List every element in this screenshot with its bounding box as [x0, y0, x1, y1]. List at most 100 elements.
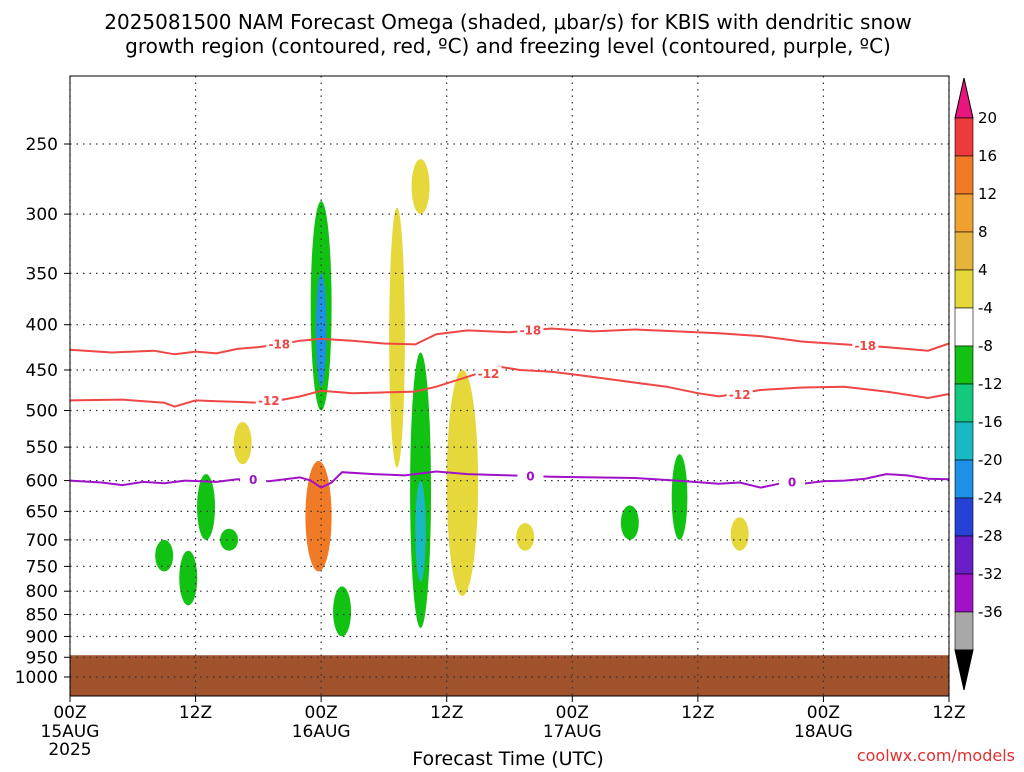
contour-label: -18 — [268, 337, 290, 351]
colorbar-arrow-top — [954, 77, 974, 119]
omega-patch-8 — [620, 505, 639, 540]
colorbar-box — [954, 383, 974, 423]
contour-label: -12 — [729, 388, 751, 402]
colorbar-label: -4 — [978, 299, 993, 317]
x-tick-label: 12Z — [430, 703, 463, 723]
colorbar-label: 8 — [978, 223, 988, 241]
colorbar-label: -32 — [978, 565, 1003, 583]
contour-label: 0 — [249, 473, 257, 487]
omega-patch-5 — [333, 586, 352, 637]
y-tick-label: 1000 — [15, 668, 58, 688]
y-tick-label: 300 — [26, 205, 58, 225]
omega-patch-4 — [155, 539, 174, 572]
contour-label: -12 — [258, 394, 280, 408]
contour-label: -18 — [520, 323, 542, 337]
colorbar-label: 4 — [978, 261, 988, 279]
ground-fill — [70, 655, 949, 696]
y-tick-label: 550 — [26, 438, 58, 458]
contour-label: 0 — [526, 470, 534, 484]
x-tick-label: 00Z — [556, 703, 589, 723]
colorbar-label: -8 — [978, 337, 993, 355]
y-tick-label: 250 — [26, 135, 58, 155]
y-tick-label: 950 — [26, 648, 58, 668]
x-tick-date: 15AUG — [41, 722, 100, 742]
contour-label: -18 — [854, 339, 876, 353]
colorbar-label: 12 — [978, 185, 997, 203]
y-tick-label: 500 — [26, 402, 58, 422]
omega-shade-2 — [305, 460, 332, 572]
colorbar-label: -12 — [978, 375, 1003, 393]
colorbar-label: -28 — [978, 527, 1003, 545]
colorbar-box — [954, 611, 974, 651]
contour-label-bg — [852, 338, 879, 353]
y-tick-label: 650 — [26, 502, 58, 522]
contour-label-bg — [517, 322, 544, 337]
watermark: coolwx.com/models — [857, 746, 1015, 765]
contour-label-bg — [517, 468, 544, 483]
contour-label-bg — [726, 386, 753, 401]
colorbar-box — [954, 155, 974, 195]
omega-shade-6 — [389, 207, 405, 468]
y-tick-label: 450 — [26, 361, 58, 381]
y-tick-label: 800 — [26, 582, 58, 602]
x-tick-date: 18AUG — [794, 722, 853, 742]
contour-label-bg — [779, 474, 806, 489]
x-tick-label: 12Z — [179, 703, 212, 723]
x-tick-label: 00Z — [305, 703, 338, 723]
plot-frame — [69, 75, 950, 697]
colorbar-label: -20 — [978, 451, 1003, 469]
colorbar-box — [954, 345, 974, 385]
y-tick-label: 350 — [26, 264, 58, 284]
omega-shade-4 — [415, 480, 426, 582]
omega-patch-3 — [179, 550, 198, 606]
contour-label: -12 — [478, 367, 500, 381]
omega-shading — [155, 159, 749, 637]
x-tick-date: 17AUG — [543, 722, 602, 742]
omega-shade-5 — [446, 369, 479, 596]
colorbar-box — [954, 459, 974, 499]
x-tick-label: 12Z — [932, 703, 965, 723]
colorbar-label: -24 — [978, 489, 1003, 507]
omega-patch-6 — [411, 159, 430, 215]
omega-patch-9 — [730, 517, 749, 551]
x-axis-label: Forecast Time (UTC) — [412, 748, 603, 768]
colorbar-box — [954, 497, 974, 537]
contour-label-bg — [240, 471, 267, 486]
contour-label-bg — [266, 336, 293, 351]
y-tick-label: 400 — [26, 316, 58, 336]
omega-patch-1 — [197, 474, 216, 540]
omega-patch-2 — [220, 528, 239, 551]
chart-title-line2: growth region (contoured, red, ºC) and f… — [125, 34, 891, 58]
y-tick-label: 850 — [26, 606, 58, 626]
omega-patch-7 — [516, 523, 535, 551]
y-tick-label: 900 — [26, 627, 58, 647]
omega-patch-0 — [233, 421, 252, 465]
colorbar-label: 16 — [978, 147, 997, 165]
colorbar-label: 20 — [978, 109, 997, 127]
y-tick-label: 700 — [26, 531, 58, 551]
x-tick-label: 00Z — [807, 703, 840, 723]
contour-lines: -18 -18 -18 -12 -12 -12 0 0 0 — [69, 322, 950, 490]
chart-title-line1: 2025081500 NAM Forecast Omega (shaded, μ… — [104, 10, 912, 34]
colorbar-arrow-bottom — [954, 649, 974, 691]
contour-line--18 — [69, 327, 950, 356]
colorbar-box — [954, 307, 974, 347]
x-tick-year: 2025 — [48, 740, 91, 760]
x-tick-label: 00Z — [53, 703, 86, 723]
y-tick-label: 750 — [26, 557, 58, 577]
ground-layer — [70, 655, 949, 696]
colorbar-box — [954, 573, 974, 613]
contour-label: 0 — [788, 476, 796, 490]
colorbar: 20 16 12 8 4 -4 -8 -12 -16 -20 -24 -28 -32 -36 — [954, 77, 1003, 691]
colorbar-box — [954, 269, 974, 309]
colorbar-box — [954, 421, 974, 461]
contour-label-bg — [255, 393, 282, 408]
x-tick-label: 12Z — [681, 703, 714, 723]
colorbar-label: -36 — [978, 603, 1003, 621]
plot-area — [70, 76, 949, 696]
y-axis-ticks: 2503003504004505005506006507007508008509… — [15, 135, 70, 688]
omega-shade-7 — [671, 454, 688, 540]
contour-line-0 — [69, 470, 950, 489]
